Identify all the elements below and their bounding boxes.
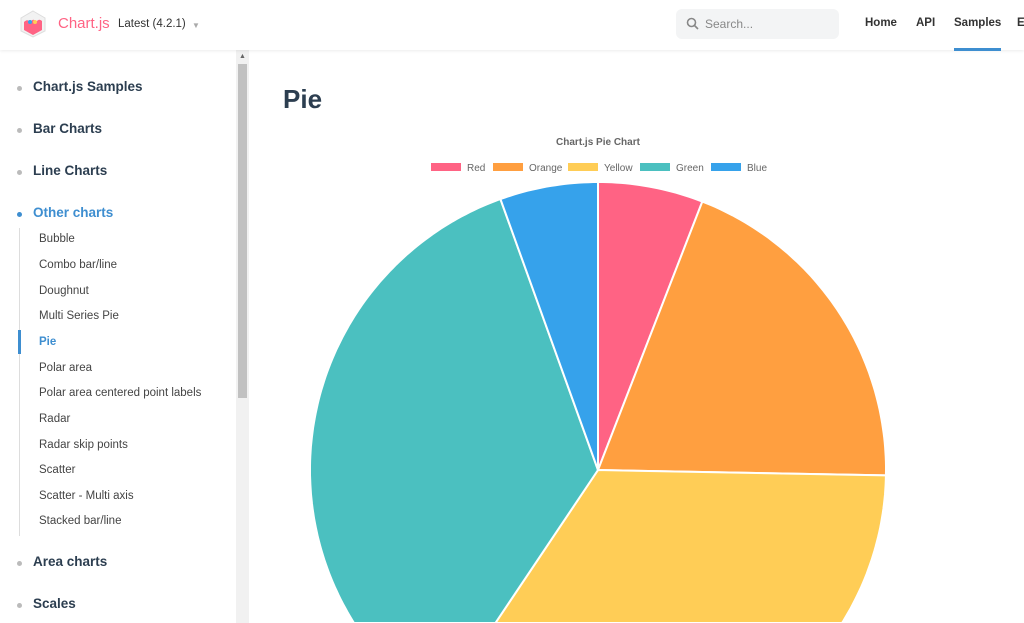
- chart-title: Chart.js Pie Chart: [556, 137, 641, 148]
- sidebar-item-combo[interactable]: Combo bar/line: [39, 259, 117, 271]
- version-select[interactable]: Latest (4.2.1): [118, 18, 186, 30]
- sidebar-item-multi-pie[interactable]: Multi Series Pie: [39, 310, 119, 322]
- sidebar-item-pie[interactable]: Pie: [39, 336, 57, 348]
- search-input[interactable]: Search...: [676, 9, 839, 39]
- sidebar-item-bubble[interactable]: Bubble: [39, 233, 75, 245]
- legend-label-blue[interactable]: Blue: [747, 163, 767, 174]
- sidebar-item-stacked[interactable]: Stacked bar/line: [39, 515, 122, 527]
- sidebar-section-area[interactable]: Area charts: [16, 554, 108, 569]
- scroll-up-icon[interactable]: ▲: [239, 53, 246, 60]
- divider: [19, 228, 20, 536]
- search-icon: [686, 17, 699, 30]
- sidebar-item-scatter-multi[interactable]: Scatter - Multi axis: [39, 490, 134, 502]
- legend-swatch-blue[interactable]: [711, 163, 741, 171]
- pie-slice-orange[interactable]: [597, 200, 887, 477]
- sidebar-section-other[interactable]: Other charts: [16, 205, 114, 220]
- nav-home[interactable]: Home: [865, 17, 897, 29]
- sidebar-item-scatter[interactable]: Scatter: [39, 464, 76, 476]
- active-indicator: [18, 330, 21, 354]
- legend-swatch-orange[interactable]: [493, 163, 523, 171]
- sidebar-item-polar[interactable]: Polar area: [39, 362, 93, 374]
- nav-ecosystem[interactable]: Ecosystem: [1017, 17, 1024, 29]
- pie-chart: Chart.js Pie Chart Red Orange Yellow Green Bl…: [309, 137, 887, 623]
- legend-label-yellow[interactable]: Yellow: [604, 163, 633, 174]
- sidebar-section-line[interactable]: Line Charts: [16, 163, 108, 178]
- legend-swatch-yellow[interactable]: [568, 163, 598, 171]
- legend-label-green[interactable]: Green: [676, 163, 704, 174]
- legend-swatch-green[interactable]: [640, 163, 670, 171]
- pie-slice-green[interactable]: [309, 198, 599, 623]
- sidebar-section-samples[interactable]: Chart.js Samples: [17, 79, 143, 94]
- sidebar-item-polar-centered[interactable]: Polar area centered point labels: [39, 387, 202, 399]
- pie-slice-red[interactable]: [597, 181, 704, 471]
- nav-samples[interactable]: Samples: [954, 17, 1002, 51]
- search-placeholder: Search...: [705, 17, 754, 31]
- top-header: Chart.js Latest (4.2.1) ▼ Search... Home…: [0, 0, 1024, 51]
- chevron-down-icon[interactable]: ▼: [192, 21, 200, 30]
- pie-slice-yellow[interactable]: [494, 469, 887, 623]
- sidebar-item-radar-skip[interactable]: Radar skip points: [39, 439, 128, 451]
- legend-label-orange[interactable]: Orange: [529, 163, 563, 174]
- legend-swatch-red[interactable]: [431, 163, 461, 171]
- sidebar-item-doughnut[interactable]: Doughnut: [39, 285, 89, 297]
- chartjs-logo-icon[interactable]: [19, 10, 47, 38]
- sidebar-section-scales[interactable]: Scales: [17, 596, 76, 611]
- sidebar-item-radar[interactable]: Radar: [39, 413, 71, 425]
- sidebar-section-bar[interactable]: Bar Charts: [16, 121, 103, 136]
- brand-link[interactable]: Chart.js: [58, 15, 110, 32]
- page-title: Pie: [283, 84, 323, 114]
- nav-api[interactable]: API: [916, 17, 936, 29]
- pie-slice-blue[interactable]: [499, 181, 599, 471]
- scrollbar-thumb[interactable]: [238, 64, 247, 398]
- legend-label-red[interactable]: Red: [467, 163, 485, 174]
- sidebar-scrollbar[interactable]: ▲: [236, 50, 249, 623]
- sidebar: Chart.js Samples Bar Charts Line Charts …: [0, 50, 236, 623]
